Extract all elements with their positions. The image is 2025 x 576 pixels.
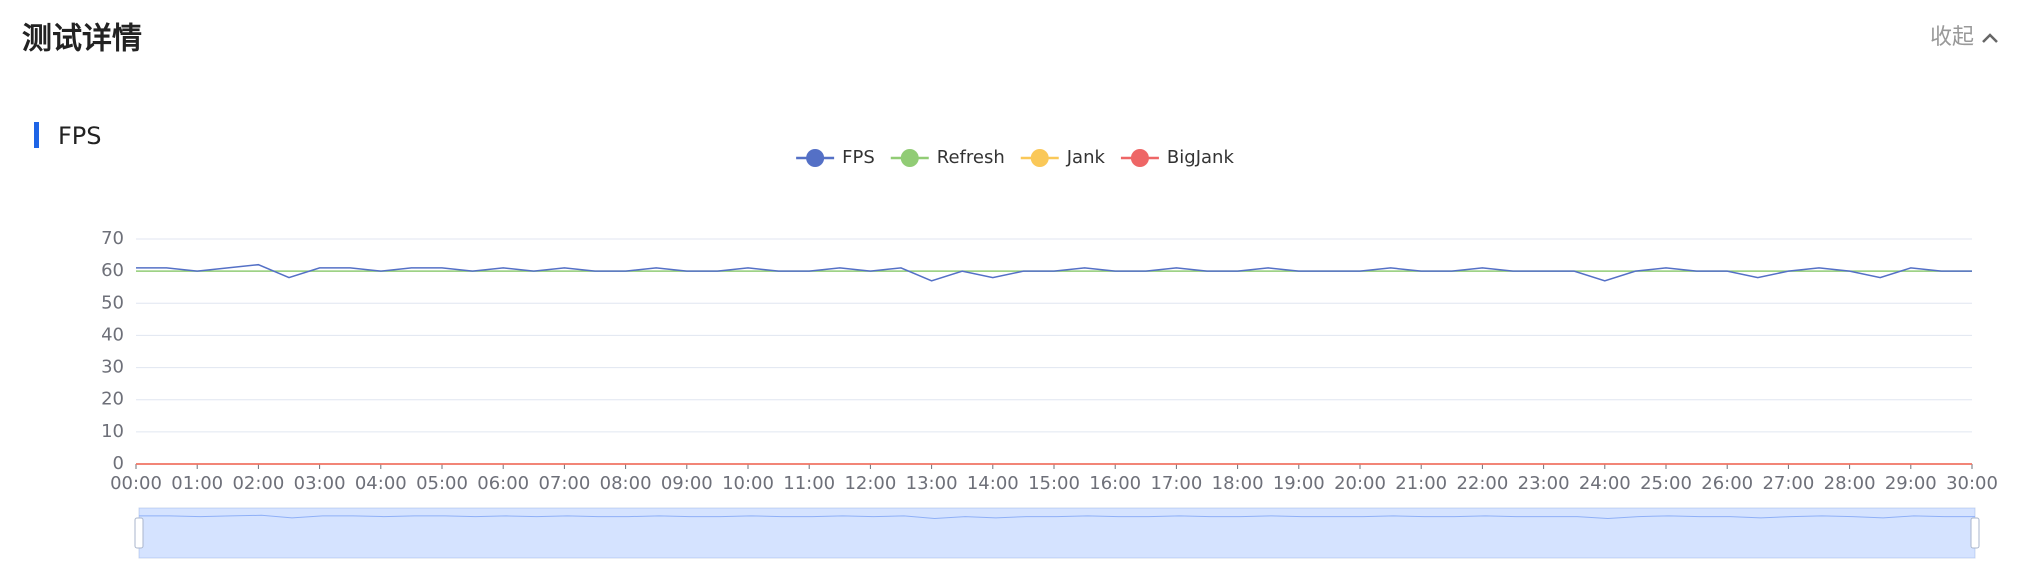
legend-symbol[interactable] bbox=[900, 149, 919, 167]
x-tick-label: 12:00 bbox=[844, 473, 896, 494]
y-tick-label: 70 bbox=[101, 228, 124, 249]
x-tick-label: 23:00 bbox=[1518, 473, 1570, 494]
x-tick-label: 18:00 bbox=[1212, 473, 1264, 494]
x-tick-label: 09:00 bbox=[661, 473, 713, 494]
series-line bbox=[136, 263, 1972, 282]
collapse-button[interactable]: 收起 bbox=[1930, 25, 1974, 50]
y-tick-label: 10 bbox=[101, 421, 124, 442]
x-tick-label: 06:00 bbox=[477, 473, 529, 494]
x-tick-label: 10:00 bbox=[722, 473, 774, 494]
legend-symbol[interactable] bbox=[1130, 149, 1149, 167]
x-tick-label: 17:00 bbox=[1150, 473, 1202, 494]
x-tick-label: 22:00 bbox=[1456, 473, 1508, 494]
y-tick-label: 0 bbox=[113, 453, 124, 474]
x-tick-label: 04:00 bbox=[355, 473, 407, 494]
x-tick-label: 05:00 bbox=[416, 473, 468, 494]
x-tick-label: 19:00 bbox=[1273, 473, 1325, 494]
x-tick-label: 25:00 bbox=[1640, 473, 1692, 494]
x-tick-label: 20:00 bbox=[1334, 473, 1386, 494]
legend-label[interactable]: Refresh bbox=[937, 147, 1005, 168]
page-title: 测试详情 bbox=[22, 22, 142, 57]
legend-symbol[interactable] bbox=[1030, 149, 1049, 167]
legend-label[interactable]: Jank bbox=[1066, 147, 1106, 168]
legend-label[interactable]: BigJank bbox=[1167, 147, 1235, 168]
y-tick-label: 50 bbox=[101, 292, 124, 313]
x-tick-label: 15:00 bbox=[1028, 473, 1080, 494]
x-tick-label: 11:00 bbox=[783, 473, 835, 494]
x-tick-label: 01:00 bbox=[171, 473, 223, 494]
x-tick-label: 03:00 bbox=[294, 473, 346, 494]
x-tick-label: 02:00 bbox=[232, 473, 284, 494]
x-tick-label: 27:00 bbox=[1762, 473, 1814, 494]
legend-label[interactable]: FPS bbox=[842, 147, 875, 168]
y-tick-label: 20 bbox=[101, 389, 124, 410]
x-tick-label: 14:00 bbox=[967, 473, 1019, 494]
x-tick-label: 08:00 bbox=[600, 473, 652, 494]
y-tick-label: 60 bbox=[101, 260, 124, 281]
x-tick-label: 26:00 bbox=[1701, 473, 1753, 494]
section-title: FPS bbox=[58, 122, 102, 150]
y-tick-label: 40 bbox=[101, 324, 124, 345]
slider-handle[interactable] bbox=[134, 517, 144, 549]
section-marker bbox=[34, 122, 39, 148]
y-tick-label: 30 bbox=[101, 357, 124, 378]
x-tick-label: 00:00 bbox=[110, 473, 162, 494]
x-tick-label: 21:00 bbox=[1395, 473, 1447, 494]
collapse-icon[interactable] bbox=[1982, 33, 1998, 43]
x-tick-label: 13:00 bbox=[906, 473, 958, 494]
legend-symbol[interactable] bbox=[806, 149, 825, 167]
x-tick-label: 29:00 bbox=[1885, 473, 1937, 494]
slider-handle[interactable] bbox=[1970, 517, 1980, 549]
x-tick-label: 28:00 bbox=[1824, 473, 1876, 494]
x-tick-label: 16:00 bbox=[1089, 473, 1141, 494]
x-tick-label: 24:00 bbox=[1579, 473, 1631, 494]
slider-line bbox=[139, 514, 1975, 520]
x-tick-label: 30:00 bbox=[1946, 473, 1998, 494]
x-tick-label: 07:00 bbox=[538, 473, 590, 494]
